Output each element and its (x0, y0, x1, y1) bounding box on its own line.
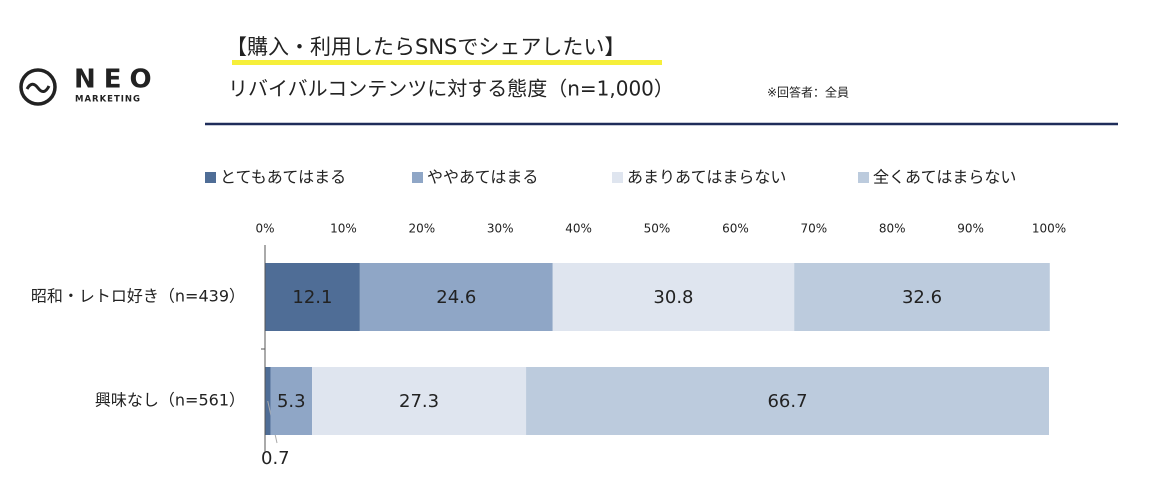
chart-note: ※回答者：全員 (767, 85, 849, 100)
legend-label: ややあてはまる (427, 168, 538, 187)
legend-label: あまりあてはまらない (627, 168, 786, 187)
value-label: 27.3 (399, 391, 439, 412)
value-label: 0.7 (261, 448, 290, 469)
x-tick-label: 90% (957, 222, 984, 236)
x-tick-label: 10% (330, 222, 357, 236)
legend-swatch (412, 172, 423, 183)
bar-segment (312, 367, 527, 435)
legend-swatch (858, 172, 869, 183)
x-tick-label: 30% (487, 222, 514, 236)
legend-label: 全くあてはまらない (873, 168, 1016, 187)
value-label: 12.1 (292, 287, 332, 308)
value-label: 32.6 (902, 287, 942, 308)
x-tick-label: 60% (722, 222, 749, 236)
bar-segment (552, 263, 795, 331)
logo-tagline: MARKETING (75, 95, 141, 105)
legend-swatch (205, 172, 216, 183)
bar-segment (270, 367, 313, 435)
chart-title: 【購入・利用したらSNSでシェアしたい】 (226, 35, 625, 59)
legend-swatch (612, 172, 623, 183)
title-underline (232, 60, 662, 65)
x-tick-label: 0% (255, 222, 274, 236)
bar-segment (526, 367, 1049, 435)
logo-wave (25, 82, 51, 93)
bar-segment (359, 263, 553, 331)
x-tick-label: 50% (644, 222, 671, 236)
logo: NEO MARKETING (19, 65, 160, 106)
x-tick-label: 70% (800, 222, 827, 236)
value-label: 66.7 (767, 391, 807, 412)
logo-icon (19, 68, 57, 106)
x-tick-label: 100% (1032, 222, 1066, 236)
x-tick-label: 40% (565, 222, 592, 236)
value-label: 30.8 (653, 287, 693, 308)
y-tick-label: 興味なし（n=561） (95, 391, 245, 410)
legend-label: とてもあてはまる (220, 168, 346, 187)
bar-segment (265, 263, 360, 331)
x-tick-label: 80% (879, 222, 906, 236)
x-tick-label: 20% (408, 222, 435, 236)
bar-segment (794, 263, 1050, 331)
logo-name: NEO (74, 65, 160, 95)
chart-subtitle: リバイバルコンテンツに対する態度（n=1,000） (228, 77, 674, 101)
value-label: 24.6 (436, 287, 476, 308)
value-label: 5.3 (277, 391, 306, 412)
y-tick-label: 昭和・レトロ好き（n=439） (31, 287, 245, 306)
